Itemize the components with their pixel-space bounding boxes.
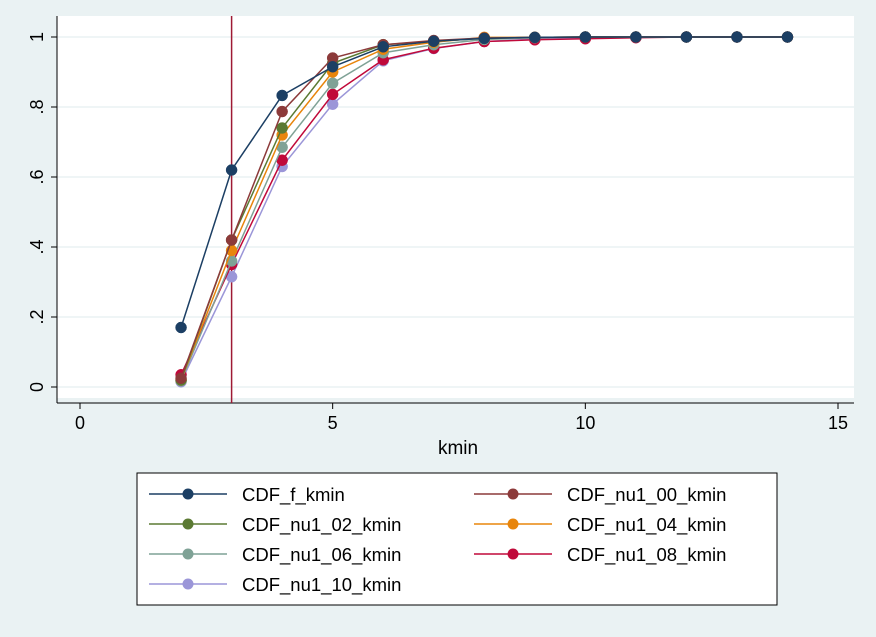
- data-point-CDF_f_kmin-5: [326, 61, 339, 73]
- legend-label: CDF_nu1_00_kmin: [567, 484, 726, 506]
- data-point-CDF_f_kmin-14: [781, 31, 794, 43]
- legend-swatch-marker: [507, 548, 519, 560]
- legend: CDF_f_kmin CDF_nu1_00_kmin CDF_nu1_02_kmin…: [149, 484, 726, 596]
- legend-box: [136, 472, 778, 606]
- data-point-CDF_f_kmin-6: [377, 41, 389, 53]
- legend-swatch-marker: [507, 488, 519, 500]
- legend-swatch-marker: [182, 548, 194, 560]
- y-tick-label-0: 0: [27, 382, 47, 392]
- y-axis-ticks: 0 .2 .4 .6 .8 1: [27, 32, 57, 392]
- legend-item-CDF_f_kmin: CDF_f_kmin: [149, 484, 345, 506]
- legend-item-CDF_nu1_04_kmin: CDF_nu1_04_kmin: [474, 514, 726, 536]
- legend-swatch-marker: [182, 488, 194, 500]
- x-tick-label-2: 10: [575, 413, 595, 433]
- legend-label: CDF_nu1_06_kmin: [242, 544, 401, 566]
- plot-area: [57, 16, 854, 398]
- legend-swatch-marker: [182, 578, 194, 590]
- data-point-CDF_f_kmin-11: [630, 31, 642, 43]
- data-point-CDF_nu1_00_kmin-3: [225, 234, 238, 246]
- x-axis-ticks: 0 5 10 15: [75, 403, 848, 433]
- data-point-CDF_nu1_00_kmin-4: [276, 105, 288, 118]
- data-point-CDF_f_kmin-8: [478, 32, 491, 45]
- legend-item-CDF_nu1_06_kmin: CDF_nu1_06_kmin: [149, 544, 401, 566]
- legend-item-CDF_nu1_08_kmin: CDF_nu1_08_kmin: [474, 544, 726, 566]
- legend-item-CDF_nu1_02_kmin: CDF_nu1_02_kmin: [149, 514, 401, 536]
- legend-swatch-marker: [507, 518, 519, 530]
- y-tick-label-1: .2: [27, 309, 47, 324]
- data-point-CDF_f_kmin-7: [427, 35, 440, 47]
- legend-item-CDF_nu1_00_kmin: CDF_nu1_00_kmin: [474, 484, 726, 506]
- data-point-CDF_f_kmin-12: [680, 31, 693, 43]
- data-point-CDF_nu1_08_kmin-5: [326, 88, 339, 101]
- data-point-CDF_nu1_02_kmin-4: [276, 122, 288, 134]
- data-point-CDF_f_kmin-9: [529, 31, 541, 44]
- data-point-CDF_f_kmin-10: [579, 31, 592, 43]
- series-layer: [175, 31, 794, 388]
- legend-label: CDF_nu1_02_kmin: [242, 514, 401, 536]
- legend-label: CDF_nu1_08_kmin: [567, 544, 726, 566]
- y-tick-label-2: .4: [27, 239, 47, 254]
- x-tick-label-1: 5: [328, 413, 338, 433]
- data-point-CDF_f_kmin-4: [276, 89, 288, 102]
- x-tick-label-3: 15: [828, 413, 848, 433]
- legend-swatch-marker: [182, 518, 194, 530]
- legend-item-CDF_nu1_10_kmin: CDF_nu1_10_kmin: [149, 574, 401, 596]
- data-point-CDF_nu1_00_kmin-2: [175, 372, 187, 384]
- x-axis-title: kmin: [438, 438, 478, 459]
- data-point-CDF_f_kmin-2: [175, 321, 187, 334]
- legend-label: CDF_nu1_04_kmin: [567, 514, 726, 536]
- legend-label: CDF_f_kmin: [242, 484, 345, 506]
- data-point-CDF_f_kmin-13: [731, 31, 743, 43]
- data-point-CDF_nu1_06_kmin-5: [326, 77, 339, 89]
- y-tick-label-3: .6: [27, 169, 47, 184]
- x-tick-label-0: 0: [75, 413, 85, 433]
- legend-label: CDF_nu1_10_kmin: [242, 574, 401, 596]
- y-tick-label-4: .8: [27, 99, 47, 114]
- series-CDF_f_kmin: [175, 31, 794, 334]
- data-point-CDF_f_kmin-3: [225, 164, 238, 176]
- y-tick-label-5: 1: [27, 32, 47, 42]
